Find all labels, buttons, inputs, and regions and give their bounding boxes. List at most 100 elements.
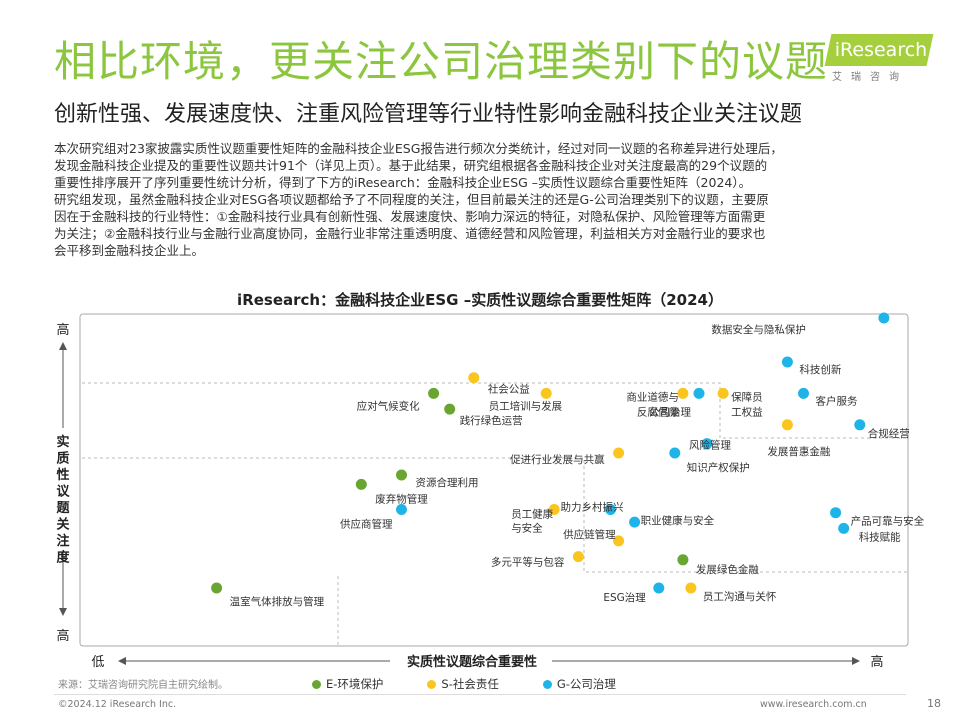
iresearch-logo: iResearch 艾瑞咨询 xyxy=(822,30,934,86)
x-axis-low-label: 低 xyxy=(91,655,104,670)
y-axis-bottom-label: 高 xyxy=(56,628,69,644)
point-label: 供应链管理 xyxy=(563,528,616,541)
page-subtitle: 创新性强、发展速度快、注重风险管理等行业特性影响金融科技企业关注议题 xyxy=(54,102,803,127)
y-axis-top-label: 高 xyxy=(56,322,69,338)
point-group: 客户服务 xyxy=(798,387,858,407)
chart-title: iResearch：金融科技企业ESG –实质性议题综合重要性矩阵（2024） xyxy=(237,291,723,309)
legend-dot-e xyxy=(312,679,321,689)
point-g-1 xyxy=(781,356,793,368)
body-line: 研究组发现，虽然金融科技企业对ESG各项议题都给予了不同程度的关注，但目前最关注… xyxy=(54,192,769,207)
point-s-5 xyxy=(468,372,480,384)
point-group: 促进行业发展与共赢 xyxy=(510,447,625,466)
source-note: 来源：艾瑞咨询研究院自主研究绘制。 xyxy=(58,680,228,691)
point-group: 社会公益 xyxy=(468,372,530,396)
point-label: 供应商管理 xyxy=(340,518,393,531)
point-label: 资源合理利用 xyxy=(416,476,479,489)
point-g-13 xyxy=(669,447,681,459)
point-g-17 xyxy=(396,504,407,515)
point-group: 风险管理 xyxy=(689,438,731,452)
point-label: 工权益 xyxy=(731,405,763,418)
point-group: 供应商管理 xyxy=(340,504,407,531)
point-group: 职业健康与安全 xyxy=(629,514,715,528)
point-label: 发展绿色金融 xyxy=(696,563,759,576)
point-label: 与安全 xyxy=(511,522,543,535)
x-axis-title: 实质性议题综合重要性 xyxy=(407,654,537,670)
y-axis-title: 实质性议题关注度 xyxy=(56,434,70,566)
point-label: ESG治理 xyxy=(603,591,646,604)
point-label: 发展普惠金融 xyxy=(767,445,830,458)
point-s-10 xyxy=(717,387,729,399)
point-group: 合规经营 xyxy=(854,419,910,440)
point-e-15 xyxy=(396,469,407,481)
body-line: 因在于金融科技的行业特性：①金融科技行业具有创新性强、发展速度快、影响力深远的特… xyxy=(54,209,766,224)
chart-legend: E-环境保护 S-社会责任 G-公司治理 xyxy=(312,676,616,692)
plot-frame xyxy=(79,313,909,647)
point-group: 发展绿色金融 xyxy=(677,554,759,576)
point-group: 发展普惠金融 xyxy=(767,419,831,458)
point-group: 数据安全与隐私保护 xyxy=(711,312,890,336)
point-s-21 xyxy=(613,535,625,547)
body-paragraph: 本次研究组对23家披露实质性议题重要性矩阵的金融科技企业ESG报告进行频次分类统… xyxy=(54,140,916,259)
point-g-20 xyxy=(629,516,641,528)
legend-item-e: E-环境保护 xyxy=(312,676,383,692)
point-g-24 xyxy=(653,582,665,594)
point-label: 应对气候变化 xyxy=(357,399,420,412)
point-group: 员工培训与发展 xyxy=(489,387,563,412)
legend-item-s: S-社会责任 xyxy=(427,676,499,692)
high-zone-divider xyxy=(82,382,908,439)
point-label: 员工健康 xyxy=(511,508,553,521)
point-label: 数据安全与隐私保护 xyxy=(711,323,806,336)
point-g-12 xyxy=(701,438,713,450)
point-label: 保障员 xyxy=(731,390,763,403)
point-label: 职业健康与安全 xyxy=(641,514,715,527)
point-label: 促进行业发展与共赢 xyxy=(510,453,605,466)
legend-dot-s xyxy=(427,679,437,689)
point-label: 助力乡村振兴 xyxy=(561,501,624,514)
point-g-26 xyxy=(830,507,842,519)
point-s-4 xyxy=(781,419,793,431)
point-label: 公司治理 xyxy=(649,405,691,418)
point-g-9 xyxy=(693,387,705,399)
legend-label-s: S-社会责任 xyxy=(441,677,499,691)
point-s-25 xyxy=(685,582,697,594)
point-group: 产品可靠与安全 xyxy=(830,507,925,528)
point-label: 科技创新 xyxy=(799,363,841,376)
point-group: 资源合理利用 xyxy=(396,469,479,489)
legend-item-g: G-公司治理 xyxy=(542,676,616,692)
point-s-18 xyxy=(548,504,560,515)
point-e-11 xyxy=(444,403,456,415)
point-group: 应对气候变化 xyxy=(357,387,440,412)
x-axis-arrowhead-right xyxy=(852,657,860,665)
mid-zone-divider xyxy=(82,457,908,573)
body-line: 发现金融科技企业提及的重要性议题共计91个（详见上页）。基于此结果，研究组根据各… xyxy=(54,158,768,173)
point-label: 践行绿色运营 xyxy=(460,414,523,427)
page-number: 18 xyxy=(927,697,941,710)
point-label: 多元平等与包容 xyxy=(491,556,565,569)
y-axis-arrowhead-up xyxy=(59,342,67,350)
body-line: 为关注；②金融科技行业与金融行业高度协同，金融行业非常注重透明度、道德经营和风险… xyxy=(54,226,766,241)
point-e-16 xyxy=(355,478,367,490)
point-group: 温室气体排放与管理 xyxy=(211,582,325,608)
y-axis-arrowhead-down xyxy=(59,608,67,616)
point-group: 科技赋能 xyxy=(838,522,901,543)
point-g-27 xyxy=(838,522,850,534)
point-g-2 xyxy=(798,387,809,399)
website-link[interactable]: www.iresearch.com.cn xyxy=(760,699,867,710)
point-s-22 xyxy=(572,551,584,563)
point-group: 废弃物管理 xyxy=(355,478,428,505)
footer-divider xyxy=(54,694,906,695)
legend-dot-g xyxy=(542,679,552,689)
legend-label-g: G-公司治理 xyxy=(556,677,616,691)
point-e-6 xyxy=(428,387,440,399)
point-label: 产品可靠与安全 xyxy=(851,515,925,528)
point-s-14 xyxy=(613,447,625,459)
point-label: 商业道德与 xyxy=(626,390,679,403)
point-g-19 xyxy=(605,504,616,515)
point-label: 温室气体排放与管理 xyxy=(230,595,325,608)
logo-subtext: 艾瑞咨询 xyxy=(832,72,908,83)
body-line: 本次研究组对23家披露实质性议题重要性矩阵的金融科技企业ESG报告进行频次分类统… xyxy=(54,141,783,156)
point-label: 员工沟通与关怀 xyxy=(703,590,777,603)
point-label: 知识产权保护 xyxy=(687,461,750,474)
